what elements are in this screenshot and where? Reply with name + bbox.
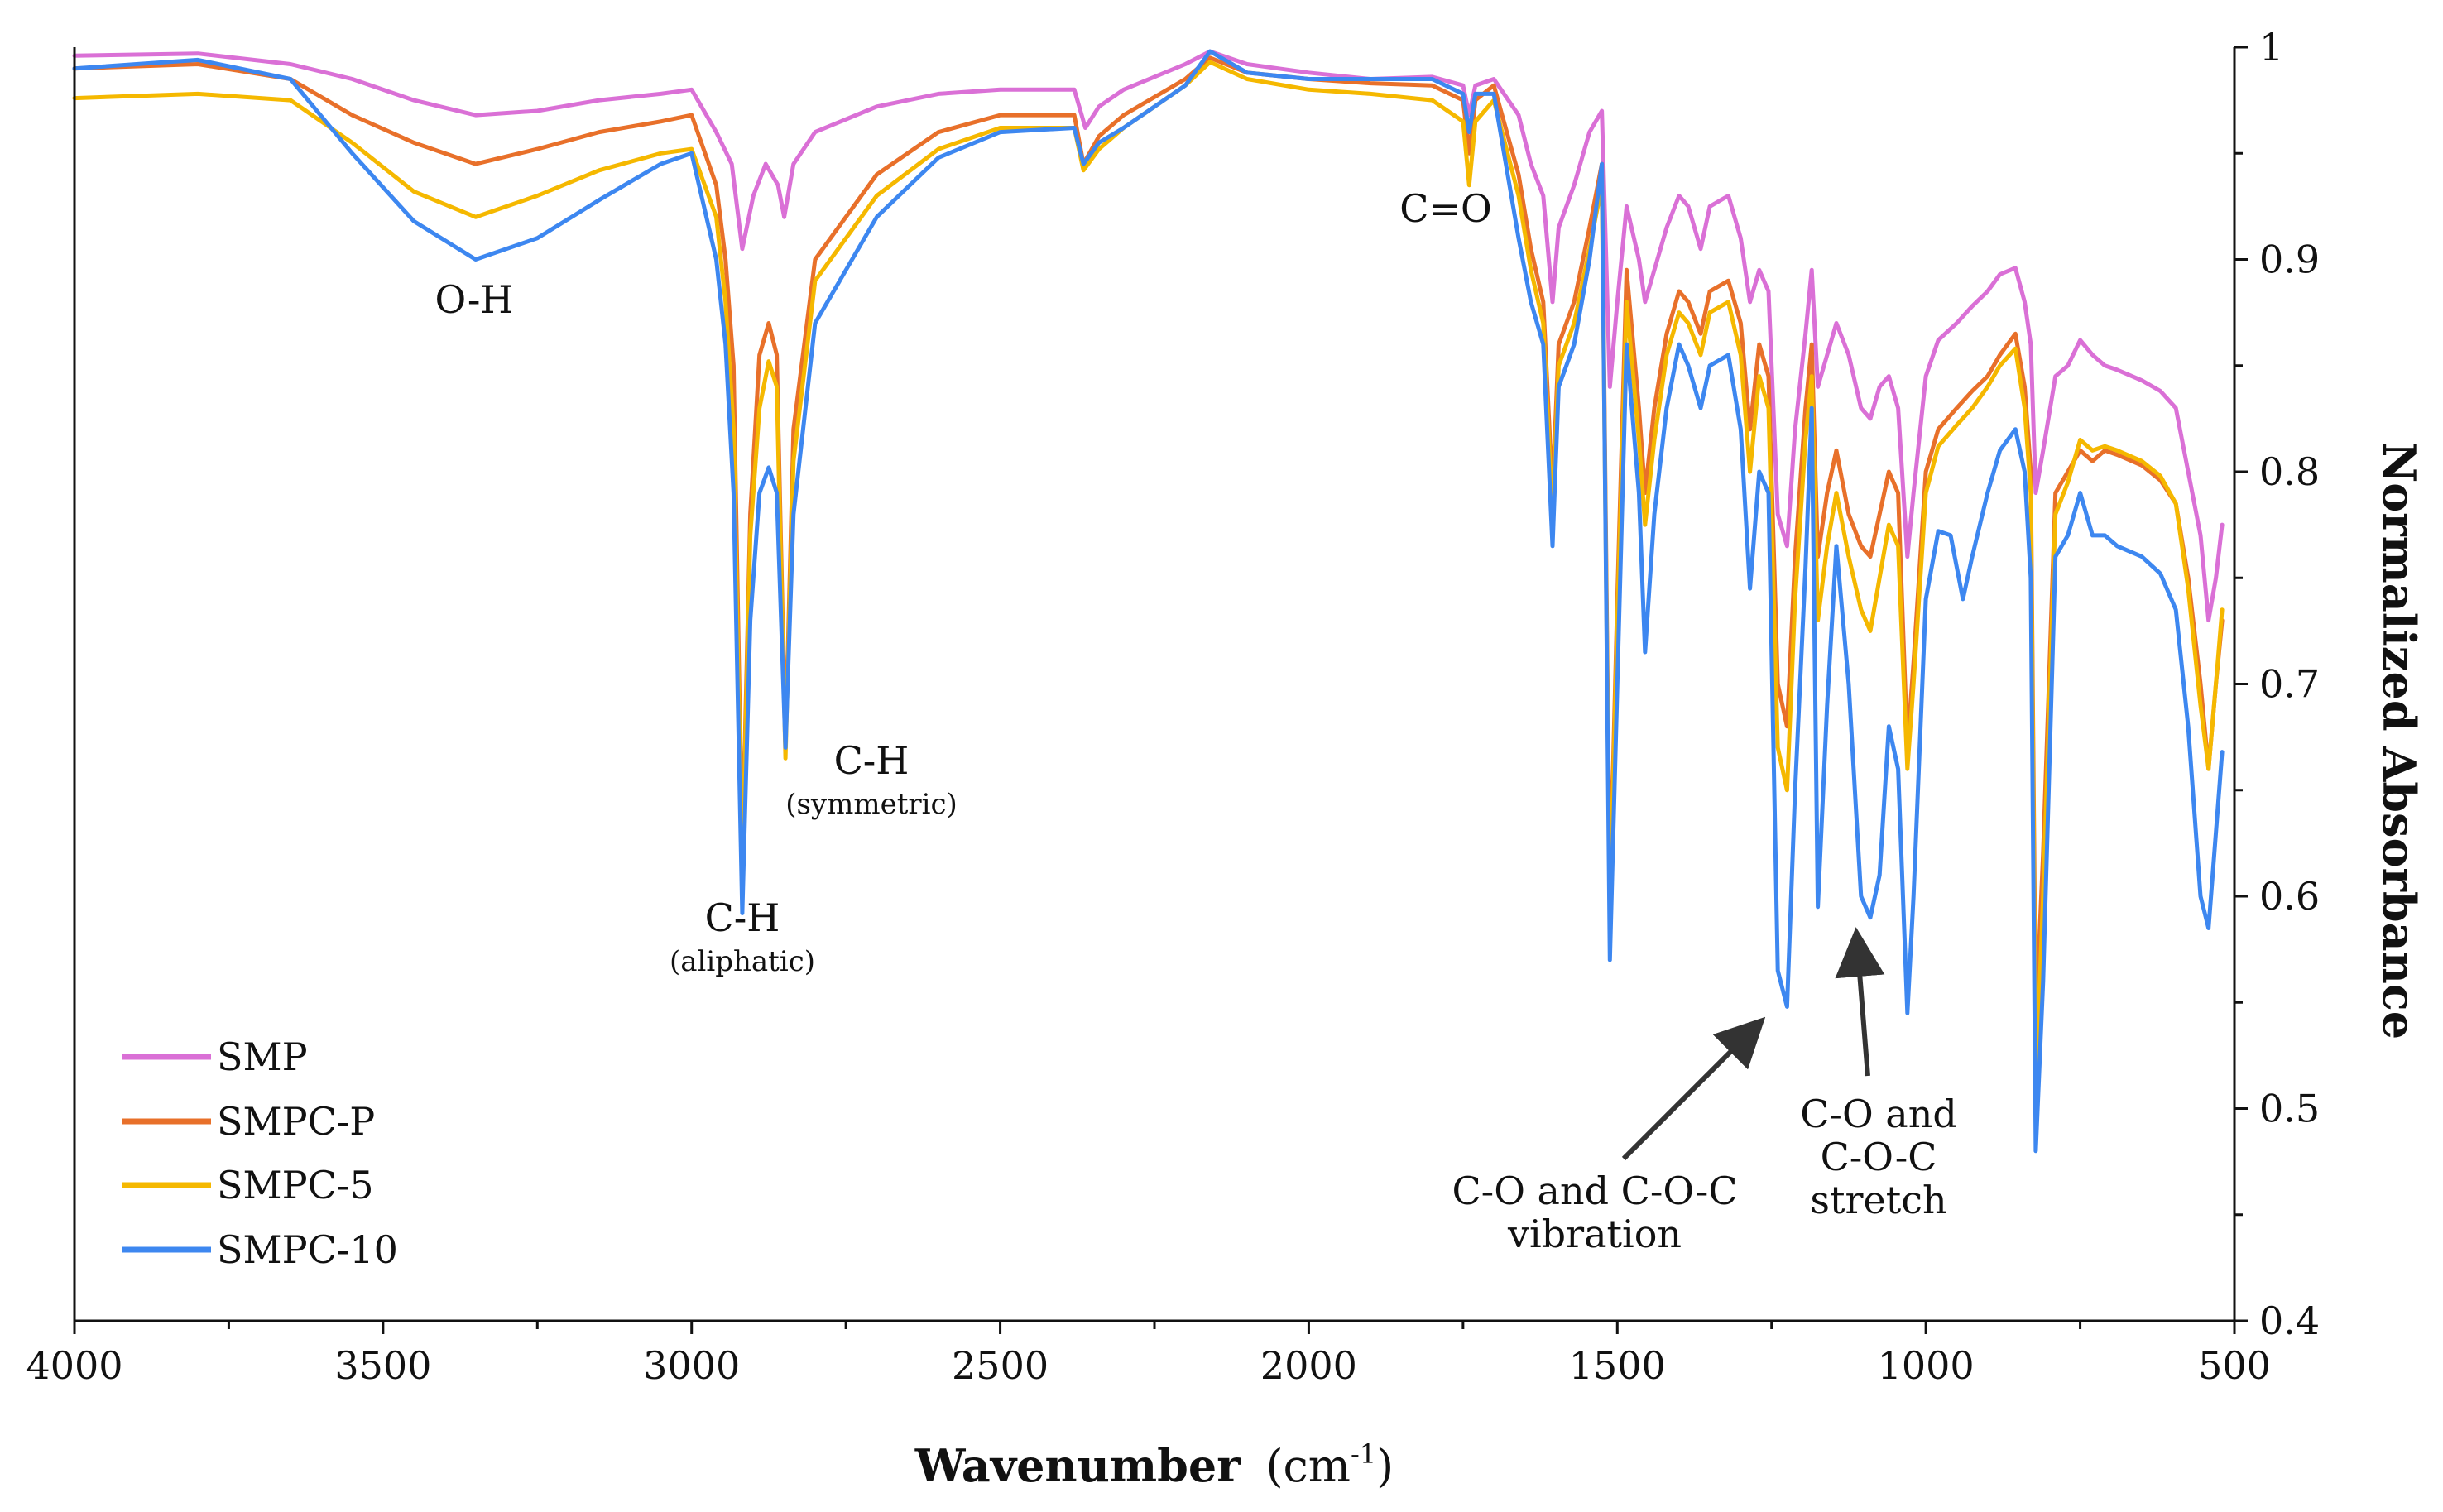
y-tick-label-0.7: 0.7 — [2259, 662, 2320, 707]
y-tick-label-0.5: 0.5 — [2259, 1087, 2320, 1131]
x-tick-label-500: 500 — [2198, 1343, 2271, 1388]
annotation-coc-stretch-line1: C-O and — [1800, 1092, 1957, 1136]
series-line-smpc-10 — [72, 49, 2225, 1154]
legend-label-smp: SMP — [217, 1034, 308, 1079]
annotation-ch-aliphatic: C-H — [705, 895, 780, 940]
series-line-smpc-5 — [72, 60, 2225, 1090]
x-axis-title-sup: -1 — [1351, 1438, 1376, 1470]
annotation-ch-symmetric-sub: (symmetric) — [785, 788, 958, 821]
annotation-coc-stretch-line2: C-O-C — [1821, 1135, 1937, 1179]
annotation-coc-vibration-line1: C-O and C-O-C — [1452, 1169, 1737, 1213]
annotation-ch-aliphatic-sub: (aliphatic) — [670, 945, 815, 978]
legend: SMP SMPC-P SMPC-5 SMPC-10 — [122, 1034, 398, 1272]
y-tick-label-0.8: 0.8 — [2259, 449, 2320, 494]
x-tick-label-1000: 1000 — [1878, 1343, 1975, 1388]
y-tick-label-0.9: 0.9 — [2259, 238, 2320, 282]
arrow-coc-stretch — [1835, 927, 1885, 1077]
y-tick-label-0.4: 0.4 — [2259, 1298, 2320, 1343]
annotation-coc-vibration-line2: vibration — [1507, 1212, 1682, 1256]
legend-label-smpc-10: SMPC-10 — [217, 1227, 398, 1272]
x-tick-label-4000: 4000 — [26, 1343, 122, 1388]
y-ticks: 0.4 0.5 0.6 0.7 0.8 0.9 1 — [2234, 25, 2320, 1343]
arrow-coc-vibration — [1621, 1016, 1766, 1161]
x-tick-label-1500: 1500 — [1569, 1343, 1666, 1388]
y-tick-label-1: 1 — [2259, 25, 2283, 70]
series-line-smp — [72, 49, 2225, 623]
x-axis-title: Wavenumber (cm-1) — [914, 1438, 1394, 1492]
legend-label-smpc-5: SMPC-5 — [217, 1163, 374, 1207]
x-axis-title-close: ) — [1376, 1440, 1394, 1492]
x-axis-title-unit: (cm — [1265, 1440, 1351, 1492]
y-axis-title: Normalized Absorbance — [2373, 442, 2426, 1039]
legend-label-smpc-p: SMPC-P — [217, 1099, 375, 1144]
annotation-coc-stretch-line3: stretch — [1810, 1178, 1946, 1222]
x-tick-label-3000: 3000 — [643, 1343, 740, 1388]
annotation-oh: O-H — [434, 277, 513, 322]
x-tick-label-3500: 3500 — [334, 1343, 431, 1388]
x-tick-label-2500: 2500 — [952, 1343, 1049, 1388]
y-tick-label-0.6: 0.6 — [2259, 874, 2320, 919]
annotation-co: C=O — [1399, 186, 1491, 231]
x-axis-title-main: Wavenumber — [914, 1439, 1241, 1492]
annotation-ch-symmetric: C-H — [834, 738, 910, 783]
series-layer — [72, 49, 2225, 1154]
x-ticks: 4000 3500 3000 2500 2000 1500 1000 500 — [26, 1321, 2271, 1388]
x-tick-label-2000: 2000 — [1260, 1343, 1357, 1388]
series-line-smpc-p — [72, 55, 2225, 1026]
annotations: O-H C-H (aliphatic) C-H (symmetric) C=O … — [434, 186, 1956, 1256]
